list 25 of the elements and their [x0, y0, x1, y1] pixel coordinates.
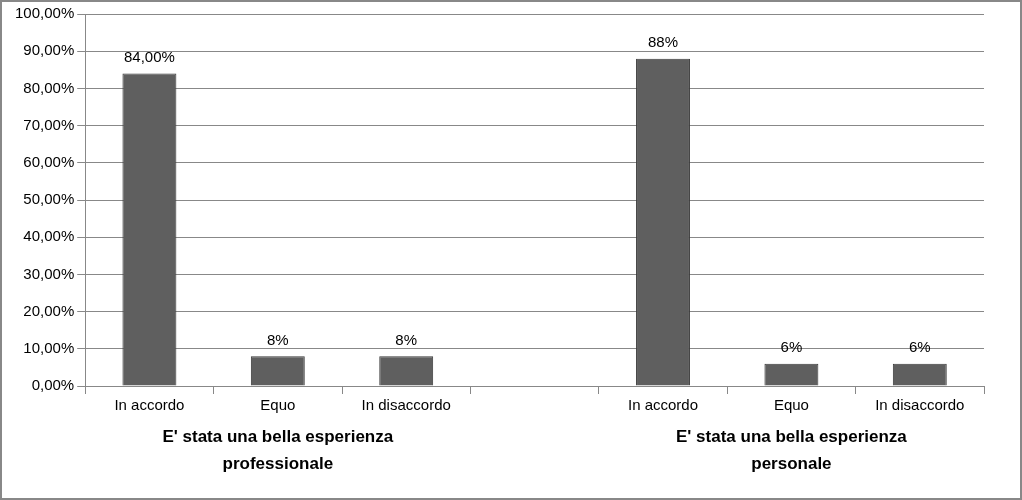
y-tick-label: 70,00% [23, 115, 75, 133]
text: E' stata una bella esperienza personale [676, 427, 908, 473]
x-tick-label: Equo [773, 396, 809, 414]
data-label: 6% [780, 338, 803, 356]
data-label: 8% [395, 330, 418, 348]
x-tick-label: In accordo [627, 396, 699, 414]
y-tick-label: 20,00% [23, 301, 75, 319]
y-tick-label: 30,00% [23, 264, 75, 282]
x-tick-label: In accordo [114, 396, 185, 414]
data-label: 8% [266, 330, 289, 348]
y-tick-label: 100,00% [15, 4, 75, 22]
x-tick-label: Equo [260, 396, 296, 414]
text: E' stata una bella esperienza professionale [162, 427, 394, 473]
data-label: 6% [908, 338, 931, 356]
data-label: 84,00% [123, 48, 175, 66]
y-tick-label: 80,00% [23, 78, 75, 96]
y-tick-label: 40,00% [23, 227, 75, 245]
x-tick-label: In disaccordo [875, 396, 965, 414]
y-tick-label: 10,00% [23, 338, 75, 356]
y-tick-label: 50,00% [23, 190, 75, 208]
data-label: 88% [647, 33, 679, 51]
y-tick-label: 90,00% [23, 41, 75, 59]
y-tick-label: 60,00% [23, 152, 75, 170]
x-tick-label: In disaccordo [361, 396, 451, 414]
y-tick-label: 0,00% [31, 376, 75, 394]
